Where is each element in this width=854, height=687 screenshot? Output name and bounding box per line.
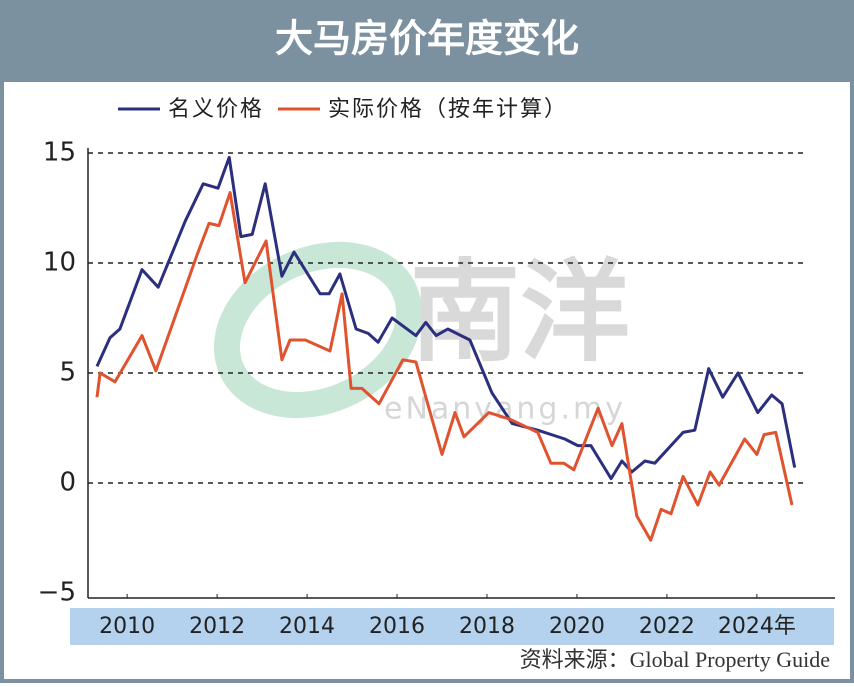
x-axis-band (70, 608, 834, 645)
y-tick-label: 15 (43, 138, 76, 168)
x-tick-label: 2024年 (718, 614, 796, 639)
x-tick-label: 2010 (99, 614, 155, 639)
watermark-url: eNanyang.my (384, 392, 626, 427)
series-line (95, 191, 794, 542)
panel (4, 82, 850, 679)
x-tick-label: 2016 (369, 614, 425, 639)
y-tick-label: 0 (59, 468, 76, 498)
x-tick-label: 2020 (549, 614, 605, 639)
legend-label: 名义价格 (168, 97, 264, 122)
x-tick-label: 2012 (189, 614, 245, 639)
y-tick-label: 10 (43, 248, 76, 278)
x-tick-label: 2014 (279, 614, 335, 639)
source: 资料来源：Global Property Guide (520, 647, 830, 672)
watermark: 南洋 eNanyang.my (213, 241, 630, 427)
watermark-logo (213, 241, 423, 419)
x-tick-label: 2022 (639, 614, 695, 639)
series-line (95, 155, 797, 481)
chart-title: 大马房价年度变化 (275, 17, 579, 61)
watermark-text: 南洋 (410, 248, 630, 376)
x-tick-label: 2018 (459, 614, 515, 639)
legend-label: 实际价格（按年计算） (328, 97, 568, 122)
y-tick-label: 5 (59, 358, 76, 388)
y-tick-label: −5 (38, 578, 76, 608)
